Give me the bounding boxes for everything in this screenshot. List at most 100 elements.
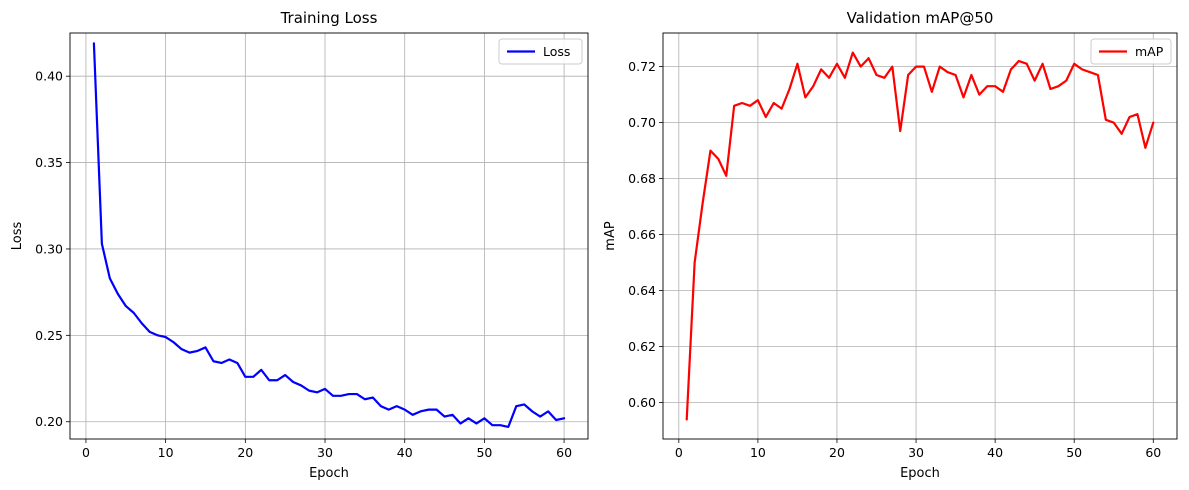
y-tick-label: 0.25	[35, 328, 63, 343]
y-tick-label: 0.60	[628, 395, 656, 410]
data-point	[1089, 71, 1091, 74]
data-point	[108, 277, 111, 280]
x-tick-label: 0	[675, 445, 683, 460]
data-point	[756, 99, 759, 102]
data-point	[693, 261, 696, 264]
data-point	[915, 65, 917, 68]
data-point	[547, 410, 550, 413]
x-axis-label: Epoch	[900, 466, 940, 481]
data-point	[260, 368, 263, 371]
data-point	[764, 116, 767, 118]
chart-title: Validation mAP@50	[847, 9, 994, 27]
data-point	[443, 415, 446, 418]
data-point	[332, 394, 334, 397]
data-point	[204, 346, 207, 349]
data-point	[994, 85, 997, 88]
data-point	[836, 62, 838, 65]
data-point	[531, 410, 534, 413]
data-point	[851, 51, 854, 54]
data-point	[220, 362, 223, 364]
x-tick-label: 40	[397, 445, 413, 460]
loss-panel: 0 10 20 30 40 50 60 0.20 0.25 0.30 0.35 0.40 Trainin…	[10, 9, 589, 481]
y-tick-label: 0.70	[628, 115, 656, 130]
data-point	[1041, 62, 1044, 65]
x-tick-label: 10	[158, 445, 174, 460]
data-point	[507, 426, 510, 428]
y-tick-label: 0.20	[35, 414, 63, 429]
data-point	[1097, 74, 1099, 76]
data-point	[252, 375, 255, 378]
data-point	[435, 408, 438, 411]
legend: Loss	[498, 38, 583, 65]
data-point	[733, 104, 736, 107]
data-point	[812, 85, 815, 88]
x-tick-label: 30	[317, 445, 333, 460]
axes-frame	[69, 32, 589, 440]
y-tick-label: 0.35	[35, 155, 63, 170]
data-point	[340, 394, 342, 397]
data-point	[236, 362, 239, 364]
data-point	[467, 417, 470, 420]
data-point	[475, 422, 478, 425]
data-point	[867, 57, 870, 60]
data-point	[685, 418, 688, 421]
data-point	[1144, 146, 1147, 149]
data-point	[1025, 62, 1028, 65]
data-point	[883, 76, 886, 79]
x-tick-label: 20	[829, 445, 845, 460]
data-point	[555, 419, 558, 421]
data-point	[212, 360, 215, 363]
data-point	[539, 415, 542, 418]
data-point	[180, 348, 183, 351]
data-point	[395, 405, 398, 408]
x-tick-label: 20	[237, 445, 253, 460]
legend-label: Loss	[543, 44, 570, 59]
data-point	[954, 74, 957, 76]
data-point	[483, 417, 486, 420]
x-tick-label: 40	[987, 445, 1003, 460]
data-point	[515, 405, 518, 408]
data-point	[308, 389, 310, 392]
y-tick-label: 0.62	[628, 339, 656, 354]
data-point	[796, 62, 799, 65]
data-point	[899, 130, 902, 132]
data-point	[946, 71, 949, 74]
data-point	[268, 379, 271, 382]
data-point	[1152, 121, 1155, 124]
data-point	[316, 391, 318, 394]
data-point	[1010, 68, 1012, 71]
data-point	[986, 85, 989, 88]
map-panel: 0 10 20 30 40 50 60 0.60 0.62 0.64 0.66 0.68 0.70 0.7…	[603, 9, 1178, 481]
data-point	[1002, 90, 1004, 93]
x-axis-label: Epoch	[309, 466, 349, 481]
x-tick-label: 60	[1145, 445, 1161, 460]
data-point	[1073, 62, 1076, 65]
data-point	[1033, 79, 1036, 82]
data-point	[563, 417, 565, 420]
data-point	[124, 305, 127, 307]
data-point	[379, 405, 382, 408]
data-point	[419, 410, 422, 413]
data-point	[907, 74, 910, 76]
data-point	[499, 424, 502, 427]
y-tick-label: 0.72	[628, 59, 656, 74]
data-point	[970, 74, 973, 76]
y-tick-label: 0.66	[628, 227, 656, 242]
data-point	[741, 102, 743, 104]
y-tick-label: 0.30	[35, 241, 63, 256]
series-line	[92, 42, 566, 429]
axes-frame	[662, 32, 1178, 440]
data-point	[348, 393, 350, 395]
data-point	[292, 381, 295, 383]
data-point	[843, 76, 846, 79]
data-point	[962, 96, 965, 99]
data-point	[459, 422, 462, 425]
y-tick-label: 0.40	[35, 69, 63, 84]
data-point	[148, 330, 151, 333]
x-tick-label: 50	[1066, 445, 1082, 460]
series-line	[685, 51, 1155, 421]
data-point	[196, 349, 199, 352]
data-point	[804, 96, 807, 99]
data-point	[411, 413, 414, 416]
